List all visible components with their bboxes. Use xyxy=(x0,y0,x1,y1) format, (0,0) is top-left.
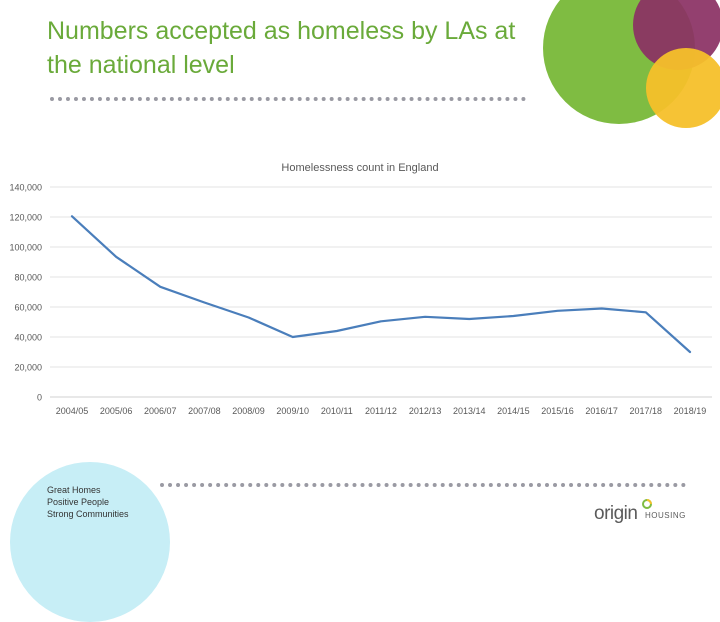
x-tick-label: 2008/09 xyxy=(232,406,265,416)
x-tick-label: 2010/11 xyxy=(321,406,353,416)
logo-subtext: HOUSING xyxy=(645,511,686,520)
y-tick-label: 140,000 xyxy=(9,183,42,193)
x-tick-label: 2016/17 xyxy=(585,406,618,416)
line-chart: Homelessness count in England 0 20,000 40,0… xyxy=(9,162,712,416)
y-tick-label: 100,000 xyxy=(9,243,42,253)
y-tick-label: 120,000 xyxy=(9,213,42,223)
title-divider xyxy=(50,97,526,101)
tagline-line-3: Strong Communities xyxy=(47,509,129,519)
x-tick-label: 2005/06 xyxy=(100,406,133,416)
y-tick-label: 40,000 xyxy=(14,333,42,343)
x-tick-label: 2015/16 xyxy=(541,406,574,416)
x-tick-label: 2018/19 xyxy=(674,406,707,416)
x-tick-label: 2009/10 xyxy=(276,406,309,416)
x-tick-label: 2007/08 xyxy=(188,406,221,416)
tagline-line-1: Great Homes xyxy=(47,485,101,495)
x-tick-label: 2013/14 xyxy=(453,406,486,416)
slide-title: Numbers accepted as homeless by LAs at t… xyxy=(47,17,516,79)
x-tick-label: 2014/15 xyxy=(497,406,530,416)
x-tick-label: 2017/18 xyxy=(630,406,663,416)
x-tick-label: 2011/12 xyxy=(365,406,397,416)
x-tick-label: 2004/05 xyxy=(56,406,89,416)
y-tick-label: 60,000 xyxy=(14,303,42,313)
x-tick-label: 2012/13 xyxy=(409,406,442,416)
x-tick-label: 2006/07 xyxy=(144,406,177,416)
y-tick-label: 0 xyxy=(37,393,42,403)
series-line xyxy=(70,215,692,354)
logo-text: origin xyxy=(594,503,638,524)
y-tick-label: 80,000 xyxy=(14,273,42,283)
origin-housing-logo: origin HOUSING xyxy=(594,497,690,527)
decor-circle-yellow xyxy=(646,48,720,128)
footer-divider xyxy=(160,483,686,487)
y-tick-label: 20,000 xyxy=(14,363,42,373)
tagline: Great Homes Positive People Strong Commu… xyxy=(47,484,129,520)
chart-title: Homelessness count in England xyxy=(281,162,438,174)
tagline-line-2: Positive People xyxy=(47,497,110,507)
logo-swirl-icon xyxy=(642,499,652,509)
